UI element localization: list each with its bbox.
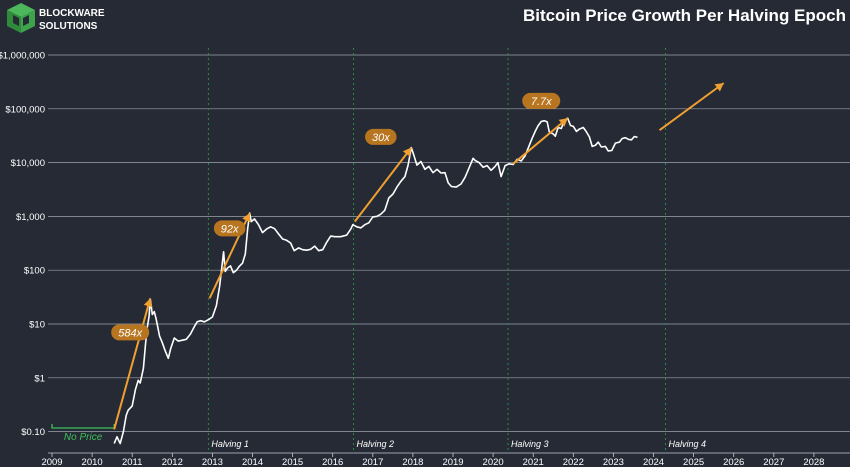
no-price-label: No Price xyxy=(64,432,103,443)
y-tick-label: $1 xyxy=(34,373,45,384)
growth-badge-1 xyxy=(111,324,150,341)
growth-arrow-4 xyxy=(512,117,569,165)
y-tick-label: $1,000,000 xyxy=(0,51,45,62)
growth-badge-4 xyxy=(522,92,561,109)
x-tick-label: 2021 xyxy=(523,457,544,467)
halving-label-3: Halving 3 xyxy=(511,439,549,449)
growth-label-4: 7.7x xyxy=(531,96,552,108)
brand-name-line2: SOLUTIONS xyxy=(39,21,98,32)
growth-badge-2 xyxy=(213,220,246,237)
axes: $1,000,000 $100,000 $10,000 $1,000 $100 $10 $1… xyxy=(0,51,850,467)
growth-arrows: 584x 92x 30x 7.7x xyxy=(111,82,725,430)
growth-label-3: 30x xyxy=(372,132,390,144)
cube-logo-icon xyxy=(7,3,35,33)
x-tick-label: 2011 xyxy=(122,457,142,467)
y-tick-label: $100,000 xyxy=(5,104,45,115)
chart-title: Bitcoin Price Growth Per Halving Epoch xyxy=(523,6,846,25)
growth-arrow-1 xyxy=(113,298,152,430)
x-tick-label: 2026 xyxy=(723,457,744,467)
y-tick-label: $100 xyxy=(24,266,45,277)
halving-label-2: Halving 2 xyxy=(357,439,395,449)
y-tick-label: $10,000 xyxy=(11,158,45,169)
x-tick-label: 2009 xyxy=(41,457,62,467)
x-tick-label: 2023 xyxy=(603,457,624,467)
growth-arrowhead-4 xyxy=(558,118,568,127)
y-tick-label: $0.10 xyxy=(21,427,45,438)
y-tick-label: $10 xyxy=(29,319,45,330)
x-tick-label: 2027 xyxy=(763,457,784,467)
growth-arrowhead-5 xyxy=(714,83,724,92)
growth-arrowhead-3 xyxy=(402,147,412,157)
x-tick-label: 2016 xyxy=(322,457,343,467)
brand-logo: BLOCKWARE SOLUTIONS xyxy=(7,3,105,33)
x-tick-label: 2017 xyxy=(362,457,383,467)
btc-price-line xyxy=(113,117,638,445)
x-tick-label: 2015 xyxy=(282,457,303,467)
growth-arrow-5 xyxy=(658,82,725,132)
x-tick-label: 2018 xyxy=(402,457,423,467)
growth-label-1: 584x xyxy=(118,327,142,339)
grid-lines xyxy=(48,54,850,432)
brand-name-line1: BLOCKWARE xyxy=(39,8,105,19)
x-tick-label: 2013 xyxy=(202,457,223,467)
x-tick-label: 2012 xyxy=(162,457,183,467)
x-tick-label: 2019 xyxy=(442,457,463,467)
halving-label-1: Halving 1 xyxy=(211,439,249,449)
growth-label-2: 92x xyxy=(221,223,239,235)
halving-label-4: Halving 4 xyxy=(669,439,707,449)
growth-badge-3 xyxy=(365,128,397,145)
no-price-bracket xyxy=(51,424,115,429)
no-price-marker: No Price xyxy=(51,424,115,443)
x-tick-label: 2014 xyxy=(242,457,263,467)
price-series xyxy=(113,117,638,445)
x-tick-label: 2020 xyxy=(483,457,504,467)
y-tick-label: $1,000 xyxy=(16,212,45,223)
growth-arrowhead-1 xyxy=(143,298,153,308)
growth-arrowhead-2 xyxy=(242,213,251,223)
growth-arrow-3 xyxy=(353,146,413,223)
x-tick-label: 2024 xyxy=(643,457,664,467)
halving-lines: Halving 1 Halving 2 Halving 3 Halving 4 xyxy=(207,48,707,453)
x-tick-label: 2028 xyxy=(803,457,824,467)
x-tick-label: 2010 xyxy=(82,457,103,467)
x-tick-label: 2022 xyxy=(563,457,584,467)
x-tick-label: 2025 xyxy=(683,457,704,467)
